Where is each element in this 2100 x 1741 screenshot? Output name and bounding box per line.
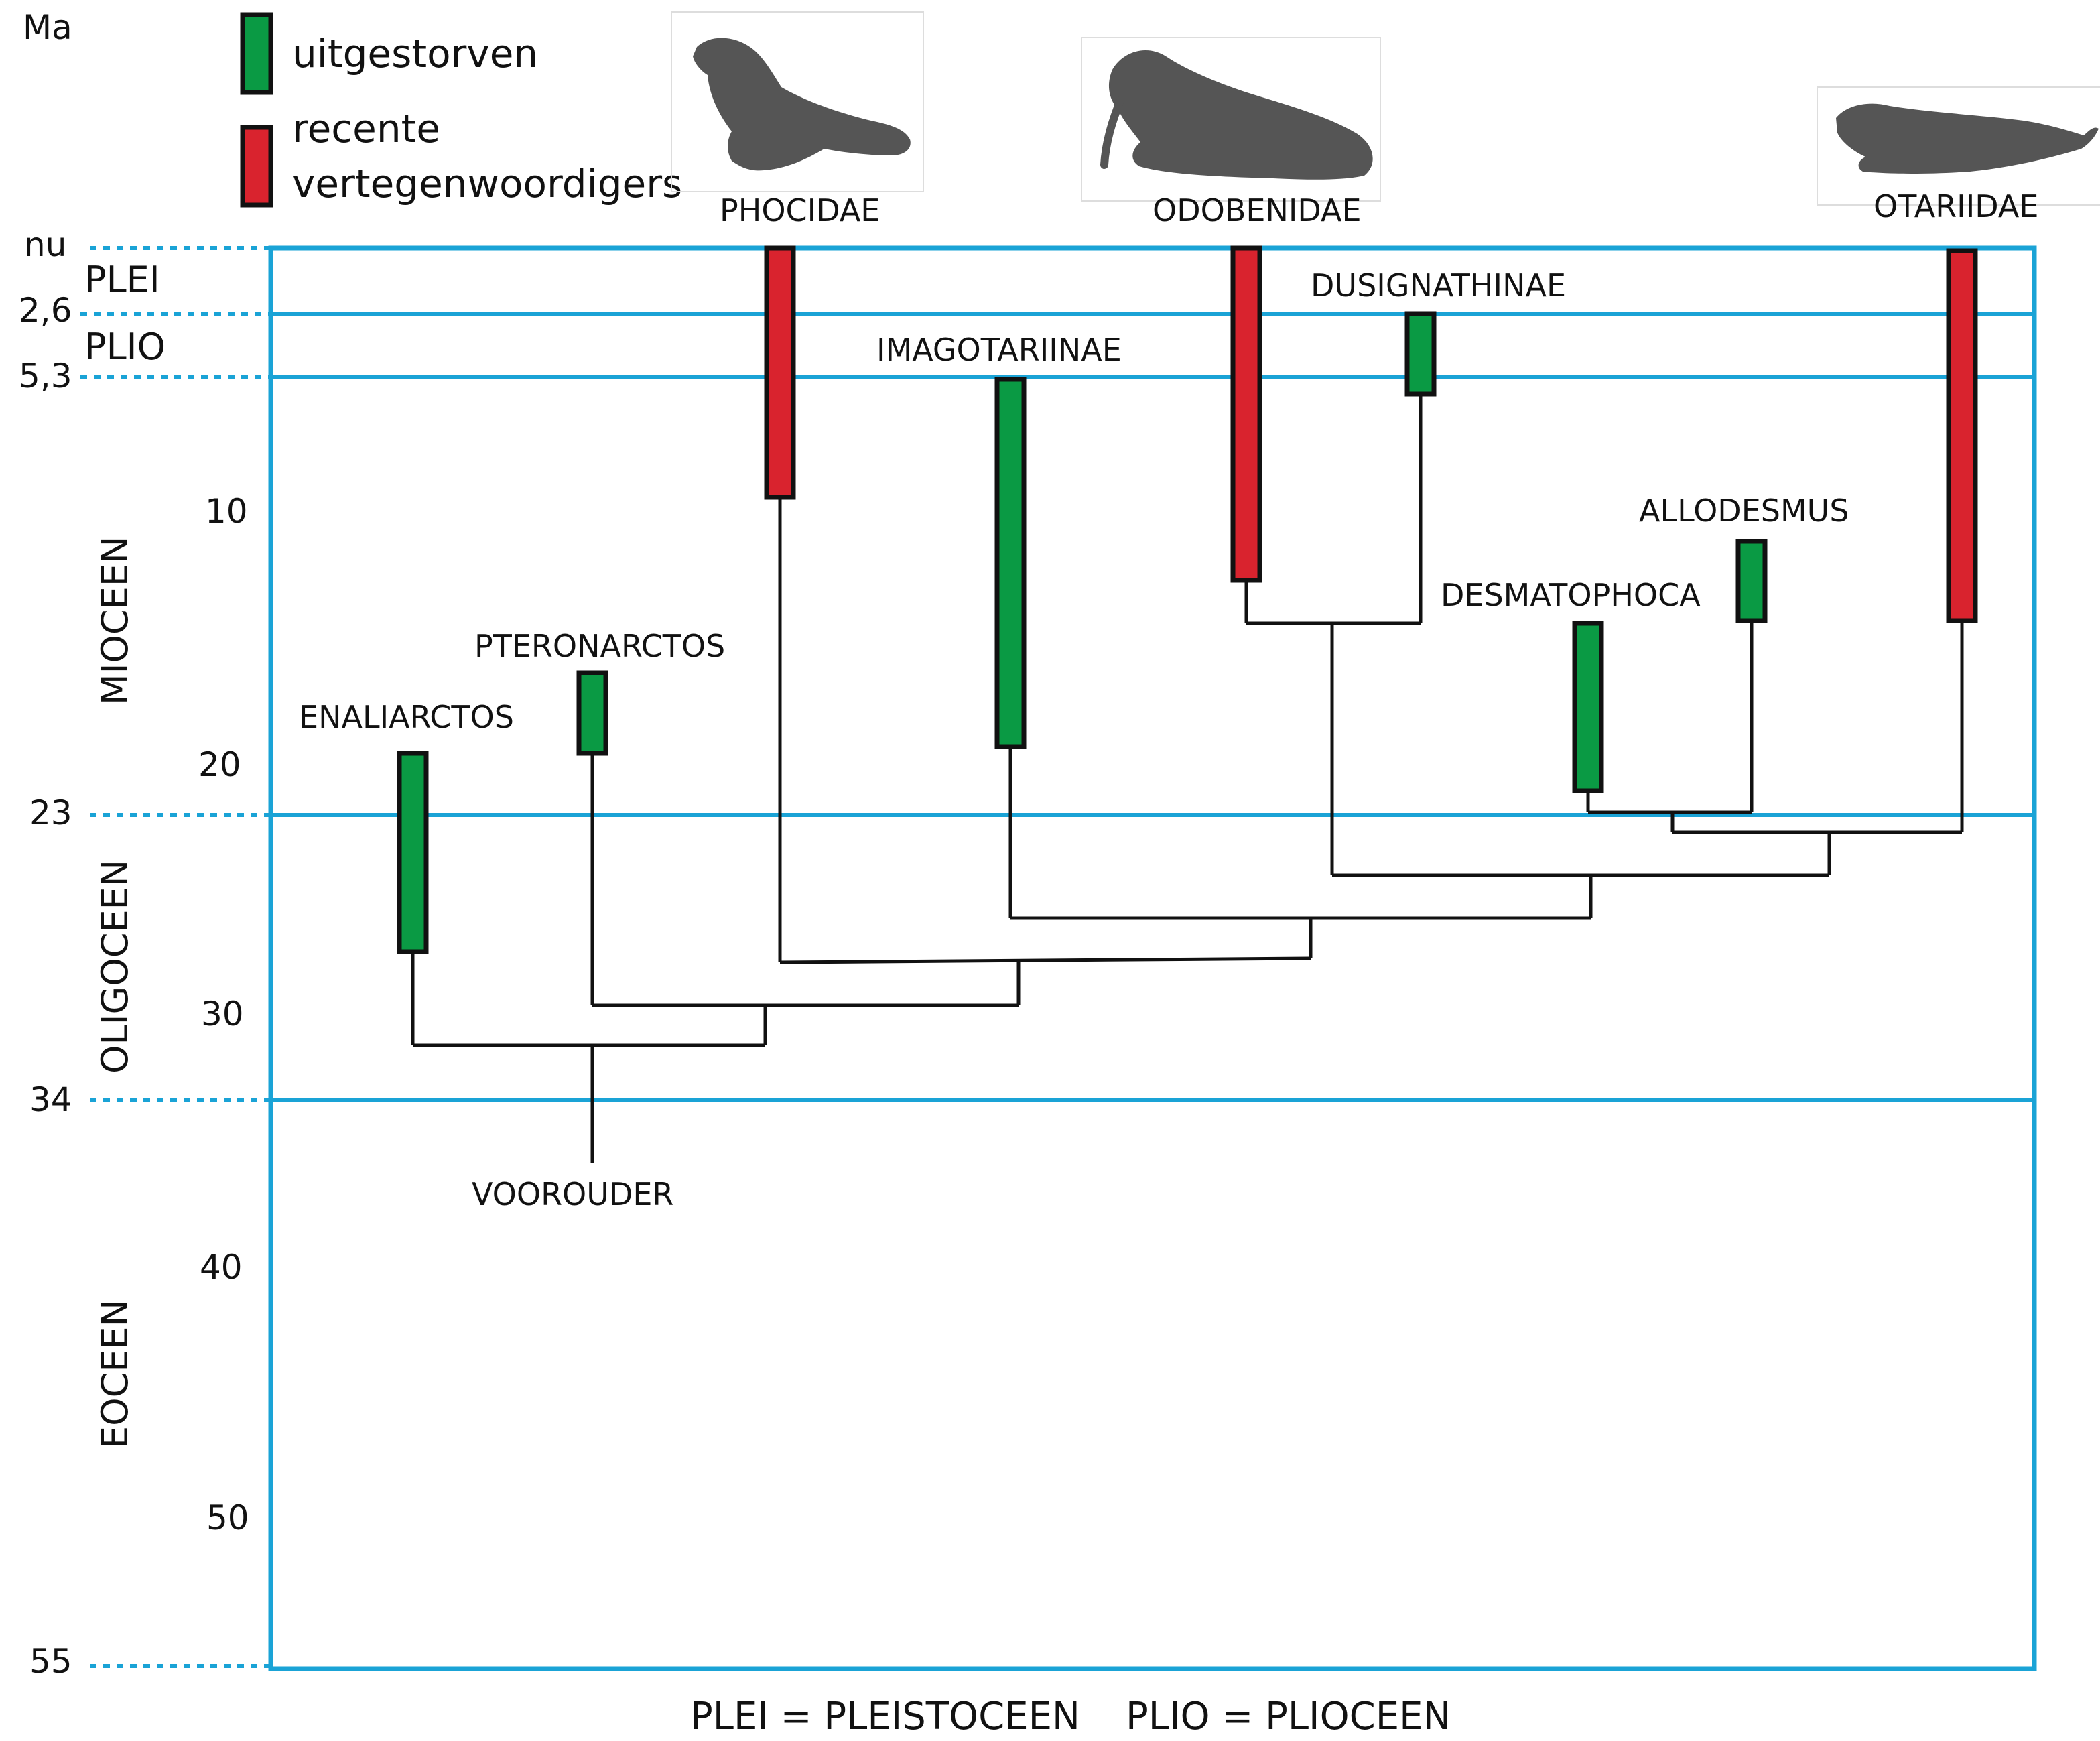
taxon-label-allodesmus: ALLODESMUS <box>1639 493 1849 529</box>
seal-silhouette <box>1817 86 2100 206</box>
taxon-label-pteronarctos: PTERONARCTOS <box>474 628 725 664</box>
taxon-label-voorouder: VOOROUDER <box>472 1176 673 1212</box>
footnote-plei: PLEI = PLEISTOCEEN <box>690 1695 1080 1738</box>
phylogeny-branches <box>411 394 1964 1163</box>
chart-frame <box>268 245 2037 1671</box>
range-bar-allodesmus <box>1735 539 1768 623</box>
range-bar-imagotariinae <box>994 377 1027 749</box>
range-bar-enaliarctos <box>397 751 429 954</box>
epoch-plio: PLIO <box>84 326 166 368</box>
time-axis: Ma nu 2,6 5,3 10 20 23 30 34 40 50 55 <box>19 8 249 1681</box>
taxon-label-desmatophoca: DESMATOPHOCA <box>1441 577 1701 613</box>
epoch-labels: PLEI PLIO MIOCEEN OLIGOCEEN EOCEEN <box>84 259 166 1449</box>
range-bar-desmatophoca <box>1572 621 1604 793</box>
tick-label-55: 55 <box>29 1642 72 1681</box>
taxon-label-imagotariinae: IMAGOTARIINAE <box>876 332 1122 368</box>
tick-label-30: 30 <box>201 994 244 1033</box>
tick-label-23: 23 <box>29 793 72 832</box>
footnote-plio: PLIO = PLIOCEEN <box>1126 1695 1451 1738</box>
tick-label-50: 50 <box>206 1498 249 1537</box>
taxon-labels: PHOCIDAE ODOBENIDAE OTARIIDAE IMAGOTARII… <box>299 188 2038 1212</box>
tick-label-5-3: 5,3 <box>19 357 72 395</box>
axis-unit-label: Ma <box>23 8 72 47</box>
family-label-odobenidae: ODOBENIDAE <box>1153 192 1362 229</box>
walrus-tusk <box>1100 96 1124 169</box>
taxon-label-enaliarctos: ENALIARCTOS <box>299 699 514 735</box>
epoch-eoceen: EOCEEN <box>94 1299 136 1449</box>
family-label-phocidae: PHOCIDAE <box>720 192 880 229</box>
legend-recent-swatch <box>240 125 273 208</box>
epoch-oligoceen: OLIGOCEEN <box>94 860 136 1074</box>
tick-label-20: 20 <box>198 745 241 784</box>
range-bar-otariidae <box>1946 248 1978 623</box>
seal-shape <box>1836 103 2099 174</box>
sea-lion-shape <box>693 38 911 171</box>
range-bar-pteronarctos <box>576 670 608 756</box>
legend-extinct-label: uitgestorven <box>292 31 538 76</box>
taxon-range-bars <box>397 245 1978 954</box>
epoch-plei: PLEI <box>84 259 160 301</box>
time-grid <box>80 245 2037 1671</box>
range-bar-odobenidae <box>1230 245 1262 583</box>
range-bar-dusignathinae <box>1404 311 1437 397</box>
tick-label-2-6: 2,6 <box>19 291 72 330</box>
sea-lion-silhouette <box>671 11 924 192</box>
tick-label-10: 10 <box>205 492 248 531</box>
tick-label-34: 34 <box>29 1080 72 1119</box>
walrus-silhouette <box>1081 37 1381 202</box>
epoch-mioceen: MIOCEEN <box>94 537 136 705</box>
taxon-label-dusignathinae: DUSIGNATHINAE <box>1311 267 1566 304</box>
range-bar-phocidae <box>764 245 796 500</box>
walrus-shape <box>1108 50 1373 180</box>
legend-extinct-swatch <box>240 12 273 95</box>
legend-recent-label-line1: recente <box>292 106 440 151</box>
tick-label-nu: nu <box>24 225 66 264</box>
legend-recent-label-line2: vertegenwoordigers <box>292 161 682 206</box>
legend: uitgestorven recente vertegenwoordigers <box>240 12 682 208</box>
family-label-otariidae: OTARIIDAE <box>1874 188 2038 224</box>
tick-label-40: 40 <box>200 1248 243 1287</box>
footnote: PLEI = PLEISTOCEEN PLIO = PLIOCEEN <box>690 1695 1451 1738</box>
branch-n2-horizontal <box>779 956 1311 964</box>
